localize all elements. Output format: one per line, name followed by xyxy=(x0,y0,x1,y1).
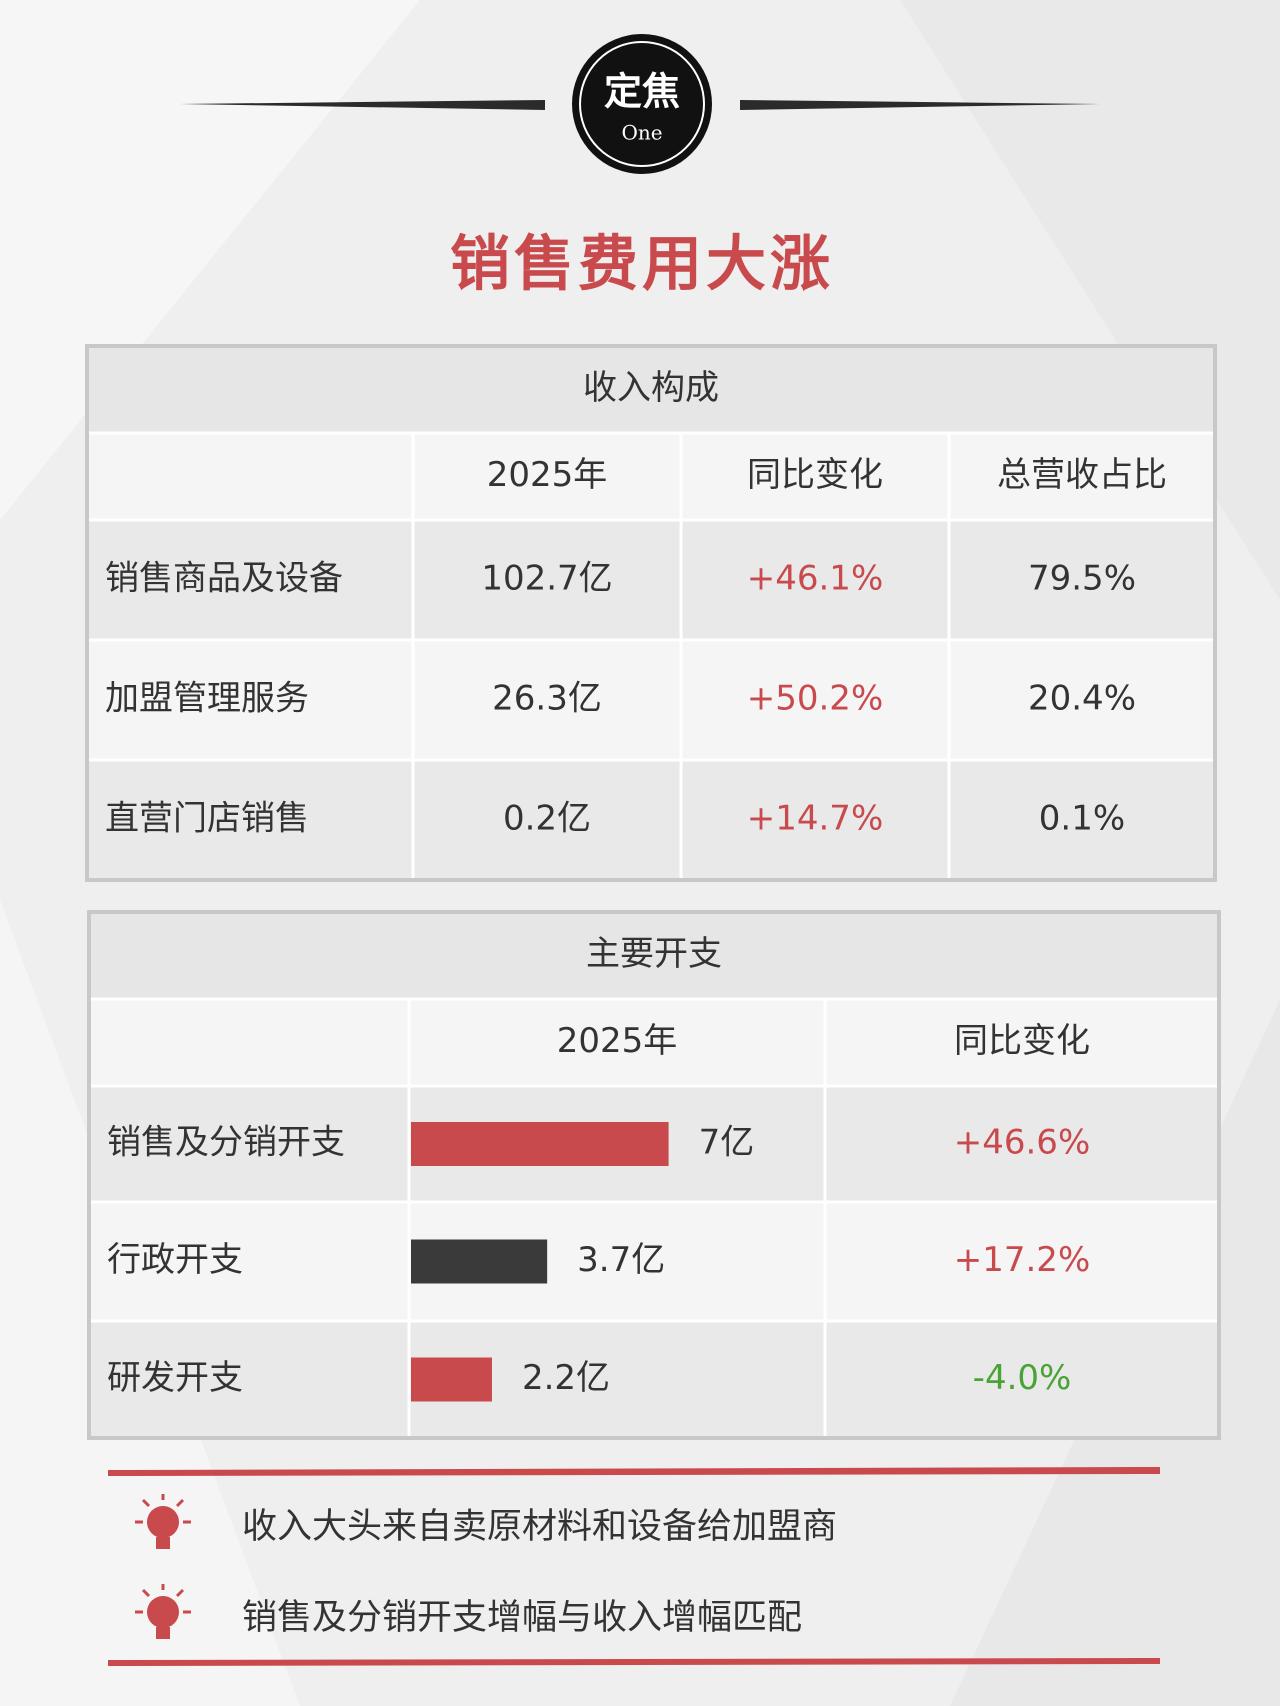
change: +46.6% xyxy=(954,1123,1091,1163)
column-header: 同比变化 xyxy=(747,455,883,495)
change: +17.2% xyxy=(954,1240,1091,1280)
amount: 0.2亿 xyxy=(503,799,591,839)
column-header: 总营收占比 xyxy=(997,455,1167,495)
change: -4.0% xyxy=(973,1358,1072,1398)
badge xyxy=(572,34,712,174)
table-row-bg xyxy=(89,1321,1219,1438)
change: +46.1% xyxy=(747,559,884,599)
header-rule xyxy=(740,100,1100,110)
bar xyxy=(411,1357,492,1402)
table-title: 主要开支 xyxy=(586,934,722,974)
main-title: 销售费用大涨 xyxy=(450,230,834,300)
bar-value-label: 3.7亿 xyxy=(577,1240,665,1280)
table-row-bg xyxy=(87,520,1215,640)
table-border xyxy=(85,344,1217,882)
table-row-bg xyxy=(87,760,1215,880)
row-label: 销售及分销开支 xyxy=(107,1123,345,1163)
table-row-bg xyxy=(89,999,1219,1086)
amount: 102.7亿 xyxy=(481,559,612,599)
share: 20.4% xyxy=(1028,679,1136,719)
row-label: 销售商品及设备 xyxy=(105,559,343,599)
bulb-icon xyxy=(135,1584,191,1639)
bar-value-label: 2.2亿 xyxy=(522,1358,610,1398)
note-rule xyxy=(108,1658,1160,1666)
row-label: 加盟管理服务 xyxy=(105,679,309,719)
column-header: 2025年 xyxy=(487,455,608,495)
table-row-bg xyxy=(89,912,1219,999)
change: +14.7% xyxy=(747,799,884,839)
header-rule xyxy=(180,100,545,110)
table-row-bg xyxy=(89,1202,1219,1321)
bar-value-label: 7亿 xyxy=(699,1123,755,1163)
badge-title: 定焦 xyxy=(604,70,680,114)
bar xyxy=(411,1122,669,1166)
note-rule xyxy=(108,1467,1160,1476)
badge-subtitle: One xyxy=(621,121,662,145)
bar xyxy=(411,1239,548,1284)
amount: 26.3亿 xyxy=(492,679,602,719)
table-border xyxy=(87,910,1221,1440)
share: 79.5% xyxy=(1028,559,1136,599)
table-row-bg xyxy=(87,346,1215,433)
note: 收入大头来自卖原材料和设备给加盟商 xyxy=(242,1507,837,1547)
note: 销售及分销开支增幅与收入增幅匹配 xyxy=(242,1598,802,1638)
table-title: 收入构成 xyxy=(583,368,719,408)
table-row-bg xyxy=(87,640,1215,760)
column-header: 2025年 xyxy=(557,1021,678,1061)
change: +50.2% xyxy=(747,679,884,719)
bulb-icon xyxy=(135,1494,191,1549)
badge-ring xyxy=(579,41,705,167)
column-header: 同比变化 xyxy=(954,1021,1090,1061)
row-label: 直营门店销售 xyxy=(105,799,309,839)
row-label: 研发开支 xyxy=(107,1358,243,1398)
share: 0.1% xyxy=(1039,799,1125,839)
row-label: 行政开支 xyxy=(107,1240,243,1280)
table-row-bg xyxy=(87,433,1215,520)
